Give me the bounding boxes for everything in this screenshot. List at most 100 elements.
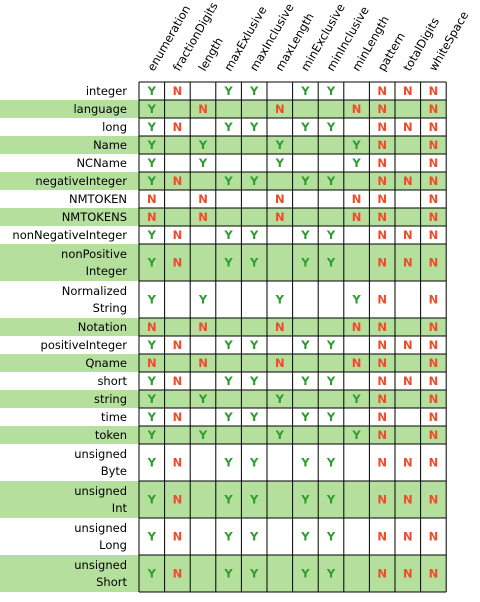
row-background xyxy=(0,354,447,372)
no-mark: N xyxy=(377,256,387,270)
yes-mark: Y xyxy=(223,338,233,352)
grid-lines xyxy=(138,81,447,593)
table-row: negativeInteger Y N Y Y Y Y N N N xyxy=(0,172,447,190)
yes-mark: Y xyxy=(326,228,336,242)
row-label: unsigned xyxy=(74,484,127,498)
table-row: token Y Y Y Y N N xyxy=(0,426,447,444)
yes-mark: Y xyxy=(147,84,157,98)
no-mark: N xyxy=(429,156,439,170)
yes-mark: Y xyxy=(300,493,310,507)
yes-mark: Y xyxy=(223,410,233,424)
no-mark: N xyxy=(198,102,208,116)
no-mark: N xyxy=(403,338,413,352)
no-mark: N xyxy=(403,84,413,98)
no-mark: N xyxy=(429,338,439,352)
no-mark: N xyxy=(377,138,387,152)
row-background xyxy=(0,318,447,336)
no-mark: N xyxy=(173,456,183,470)
no-mark: N xyxy=(429,410,439,424)
table-row: NMTOKEN N N N N N N xyxy=(0,190,447,208)
row-label: integer xyxy=(86,84,127,98)
row-label: Int xyxy=(112,501,128,515)
yes-mark: Y xyxy=(326,530,336,544)
table-row: Name Y Y Y Y N N xyxy=(0,136,447,154)
yes-mark: Y xyxy=(326,567,336,581)
row-label: nonNegativeInteger xyxy=(12,228,127,242)
no-mark: N xyxy=(429,293,439,307)
table-row: nonPositive Integer Y N Y Y Y Y N N N xyxy=(0,244,447,281)
no-mark: N xyxy=(198,192,208,206)
row-label: negativeInteger xyxy=(35,174,127,188)
yes-mark: Y xyxy=(351,138,361,152)
row-label: Name xyxy=(93,138,127,152)
row-label: language xyxy=(73,102,127,116)
no-mark: N xyxy=(352,210,362,224)
yes-mark: Y xyxy=(300,410,310,424)
row-label: time xyxy=(101,410,127,424)
table-row: unsigned Byte Y N Y Y Y Y N N N xyxy=(0,444,447,481)
row-background xyxy=(0,154,447,172)
row-background xyxy=(0,226,447,244)
table-row: integer Y N Y Y Y Y N N N xyxy=(0,82,447,100)
yes-mark: Y xyxy=(326,493,336,507)
yes-mark: Y xyxy=(249,84,259,98)
no-mark: N xyxy=(429,456,439,470)
yes-mark: Y xyxy=(147,120,157,134)
yes-mark: Y xyxy=(223,567,233,581)
table-row: Normalized String Y Y Y Y N N xyxy=(0,281,447,318)
row-label: NMTOKENS xyxy=(62,210,127,224)
yes-mark: Y xyxy=(300,456,310,470)
yes-mark: Y xyxy=(275,428,285,442)
no-mark: N xyxy=(403,493,413,507)
no-mark: N xyxy=(377,530,387,544)
table-row: unsigned Short Y N Y Y Y Y N N N xyxy=(0,555,447,592)
row-label: unsigned xyxy=(74,558,127,572)
row-label: NCName xyxy=(76,156,127,170)
yes-mark: Y xyxy=(275,392,285,406)
row-label: positiveInteger xyxy=(41,338,128,352)
no-mark: N xyxy=(377,493,387,507)
no-mark: N xyxy=(429,320,439,334)
no-mark: N xyxy=(147,320,157,334)
row-label: Normalized xyxy=(62,284,127,298)
yes-mark: Y xyxy=(147,493,157,507)
yes-mark: Y xyxy=(147,567,157,581)
row-background xyxy=(0,281,447,318)
yes-mark: Y xyxy=(326,410,336,424)
yes-mark: Y xyxy=(147,293,157,307)
no-mark: N xyxy=(377,293,387,307)
yes-mark: Y xyxy=(223,530,233,544)
row-label: unsigned xyxy=(74,521,127,535)
no-mark: N xyxy=(377,356,387,370)
yes-mark: Y xyxy=(249,493,259,507)
yes-mark: Y xyxy=(249,410,259,424)
no-mark: N xyxy=(377,228,387,242)
table-row: positiveInteger Y N Y Y Y Y N N N xyxy=(0,336,447,354)
yes-mark: Y xyxy=(147,428,157,442)
yes-mark: Y xyxy=(300,338,310,352)
yes-mark: Y xyxy=(326,456,336,470)
yes-mark: Y xyxy=(249,567,259,581)
no-mark: N xyxy=(429,102,439,116)
yes-mark: Y xyxy=(326,374,336,388)
yes-mark: Y xyxy=(300,228,310,242)
yes-mark: Y xyxy=(223,174,233,188)
yes-mark: Y xyxy=(249,120,259,134)
yes-mark: Y xyxy=(249,456,259,470)
yes-mark: Y xyxy=(275,138,285,152)
yes-mark: Y xyxy=(147,374,157,388)
yes-mark: Y xyxy=(147,228,157,242)
yes-mark: Y xyxy=(147,156,157,170)
no-mark: N xyxy=(275,192,285,206)
row-background xyxy=(0,518,447,555)
row-background xyxy=(0,426,447,444)
no-mark: N xyxy=(377,392,387,406)
yes-mark: Y xyxy=(223,493,233,507)
row-label: Qname xyxy=(85,356,127,370)
no-mark: N xyxy=(173,530,183,544)
no-mark: N xyxy=(377,410,387,424)
row-background xyxy=(0,555,447,592)
yes-mark: Y xyxy=(351,293,361,307)
no-mark: N xyxy=(429,138,439,152)
no-mark: N xyxy=(403,174,413,188)
